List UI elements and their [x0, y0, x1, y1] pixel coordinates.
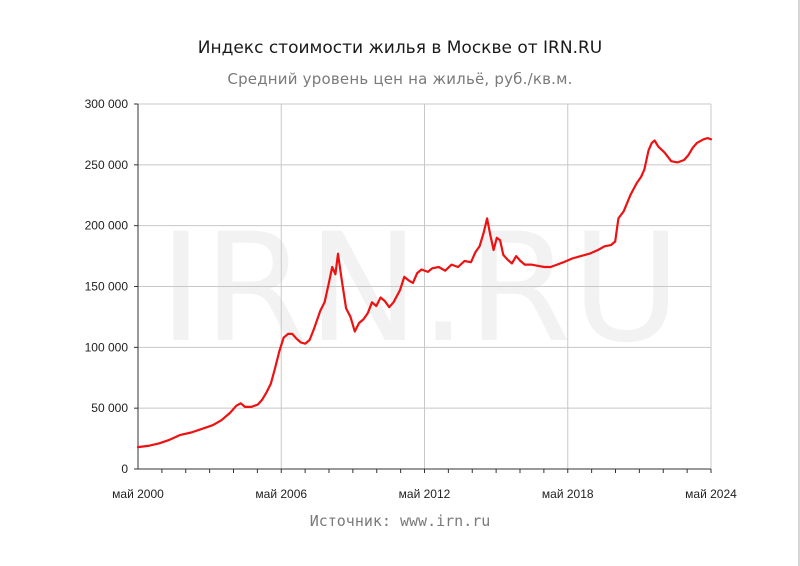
- source-note: Источник: www.irn.ru: [309, 512, 491, 530]
- window-edge: [798, 0, 800, 566]
- chart-title: Индекс стоимости жилья в Москве от IRN.R…: [197, 38, 603, 58]
- y-tick-label: 300 000: [85, 97, 129, 111]
- y-tick-label: 250 000: [85, 158, 129, 172]
- axes: [134, 103, 712, 473]
- x-tick-label: май 2006: [255, 487, 307, 501]
- y-tick-label: 0: [121, 462, 128, 476]
- series-line-0: [136, 137, 713, 449]
- y-axis-labels: 0 50 000 100 000 150 000 200 000 250 000 300 0…: [85, 97, 129, 476]
- y-tick-label: 200 000: [85, 219, 129, 233]
- x-tick-label: май 2012: [399, 487, 451, 501]
- chart-subtitle: Средний уровень цен на жильё, руб./кв.м.: [227, 70, 573, 88]
- watermark-text: IRN.RU: [159, 202, 681, 376]
- grid-lines: [138, 103, 712, 469]
- y-tick-label: 150 000: [85, 280, 129, 294]
- x-tick-label: май 2018: [542, 487, 594, 501]
- y-tick-label: 50 000: [91, 401, 128, 415]
- x-tick-label: май 2024: [685, 487, 737, 501]
- x-tick-label: май 2000: [112, 487, 164, 501]
- x-axis-labels: май 2000 май 2006 май 2012 май 2018 май 2024: [112, 487, 737, 501]
- y-tick-label: 100 000: [85, 340, 129, 354]
- series-group: [136, 137, 713, 449]
